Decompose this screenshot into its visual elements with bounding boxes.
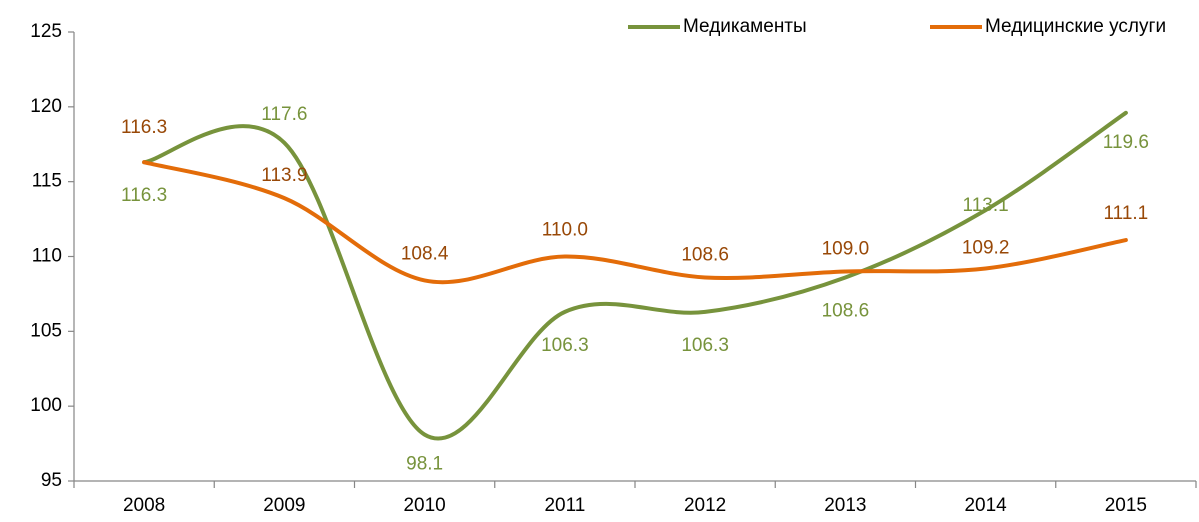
- data-label: 113.1: [963, 195, 1009, 216]
- y-tick-label: 120: [30, 96, 62, 117]
- y-tick-label: 95: [41, 470, 62, 491]
- data-label: 109.2: [962, 237, 1010, 258]
- y-tick-label: 100: [30, 395, 62, 416]
- x-tick-label: 2015: [1105, 495, 1147, 516]
- data-label: 119.6: [1103, 132, 1149, 153]
- data-label: 116.3: [121, 117, 167, 138]
- data-label: 108.6: [822, 300, 870, 321]
- data-label: 117.6: [261, 104, 307, 125]
- line-series: [142, 110, 1128, 441]
- data-label: 106.3: [541, 335, 589, 356]
- y-tick-label: 125: [30, 21, 62, 42]
- legend-label: Медикаменты: [683, 16, 807, 37]
- data-label: 110.0: [542, 220, 588, 241]
- data-label: 106.3: [681, 335, 729, 356]
- data-label: 113.9: [261, 165, 307, 186]
- x-tick-label: 2008: [123, 495, 165, 516]
- data-label: 116.3: [121, 185, 167, 206]
- y-tick-label: 110: [32, 246, 62, 267]
- data-label: 109.0: [822, 238, 870, 259]
- x-tick-label: 2014: [964, 495, 1007, 516]
- x-tick-label: 2009: [263, 495, 305, 516]
- x-tick-label: 2013: [824, 495, 866, 516]
- x-tick-label: 2012: [684, 495, 726, 516]
- line-series: [142, 160, 1128, 285]
- data-label: 111.1: [1104, 203, 1149, 224]
- y-tick-label: 105: [30, 320, 62, 341]
- legend-label: Медицинские услуги: [985, 16, 1166, 37]
- data-label: 98.1: [406, 454, 443, 475]
- x-tick-label: 2011: [544, 495, 585, 516]
- x-tick-label: 2010: [403, 495, 445, 516]
- data-label: 108.6: [681, 244, 729, 265]
- y-tick-label: 115: [32, 171, 62, 192]
- data-label: 108.4: [401, 243, 449, 264]
